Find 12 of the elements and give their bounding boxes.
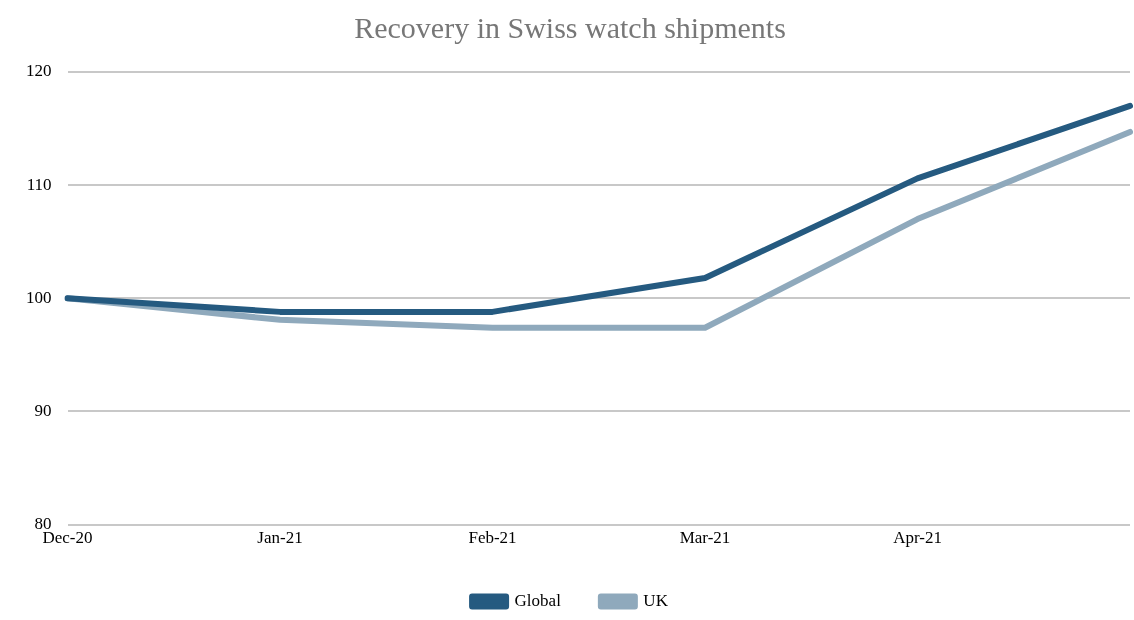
x-tick-label: Dec-20	[42, 528, 93, 548]
legend-label: Global	[514, 590, 562, 610]
x-tick-label: Feb-21	[468, 528, 517, 548]
y-tick-label: 100	[26, 287, 52, 307]
x-tick-label: Mar-21	[679, 528, 731, 548]
x-tick-label: Jan-21	[257, 528, 303, 548]
y-tick-label: 90	[34, 400, 52, 420]
legend-label: UK	[643, 590, 669, 610]
y-tick-label: 120	[26, 61, 52, 81]
x-tick-label: Apr-21	[893, 528, 942, 548]
y-tick-label: 110	[26, 174, 52, 194]
chart-title: Recovery in Swiss watch shipments	[354, 10, 786, 44]
